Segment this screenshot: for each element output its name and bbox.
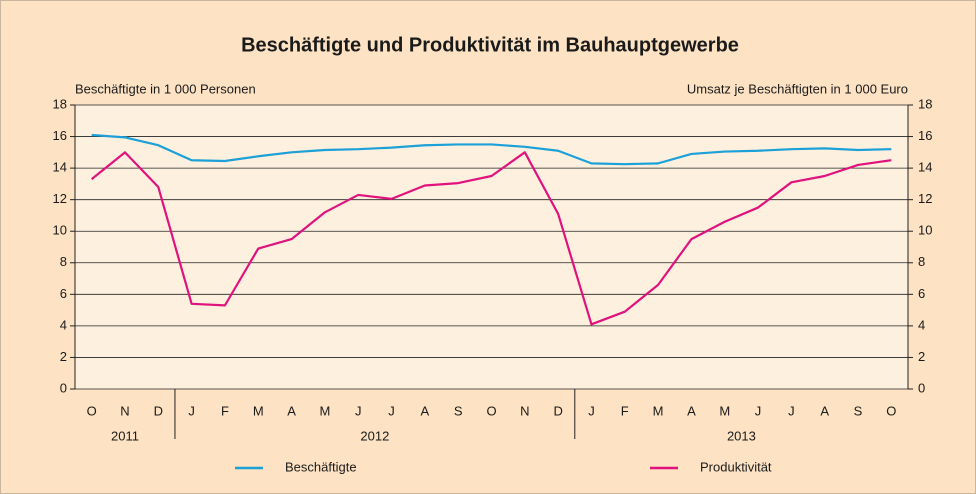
x-tick-label: O [87, 403, 97, 418]
series-line [91, 133, 892, 166]
y2-tick-label: 8 [918, 254, 925, 269]
y2-tick-label: 4 [918, 317, 925, 332]
y-tick-label: 8 [60, 254, 67, 269]
y-tick-label: 0 [60, 380, 67, 395]
y-tick-label: 14 [53, 160, 67, 175]
y2-tick-label: 18 [918, 96, 932, 111]
plot-area [75, 105, 908, 389]
y2-tick-label: 6 [918, 286, 925, 301]
y2-tick-label: 14 [918, 160, 932, 175]
y-tick-label: 4 [60, 317, 67, 332]
year-label: 2012 [360, 428, 389, 443]
x-tick-label: J [355, 403, 362, 418]
chart-title: Beschäftigte und Produktivität im Bauhau… [241, 34, 739, 56]
y2-tick-label: 2 [918, 349, 925, 364]
y-tick-label: 16 [53, 128, 67, 143]
x-tick-label: A [287, 403, 296, 418]
x-tick-label: A [421, 403, 430, 418]
x-tick-label: F [221, 403, 229, 418]
year-label: 2013 [727, 428, 756, 443]
x-tick-label: J [755, 403, 762, 418]
x-tick-label: J [388, 403, 395, 418]
x-tick-label: S [454, 403, 463, 418]
x-tick-label: J [588, 403, 595, 418]
y2-tick-label: 16 [918, 128, 932, 143]
x-tick-label: O [886, 403, 896, 418]
y-tick-label: 12 [53, 191, 67, 206]
x-tick-label: J [188, 403, 195, 418]
x-tick-label: M [653, 403, 664, 418]
x-tick-label: F [621, 403, 629, 418]
legend-label: Beschäftigte [285, 459, 357, 474]
x-tick-label: M [253, 403, 264, 418]
x-tick-label: M [719, 403, 730, 418]
x-tick-label: J [788, 403, 795, 418]
y2-tick-label: 0 [918, 380, 925, 395]
y-axis-label: Beschäftigte in 1 000 Personen [75, 81, 256, 96]
x-tick-label: N [520, 403, 529, 418]
x-tick-label: A [820, 403, 829, 418]
x-tick-label: S [854, 403, 863, 418]
x-tick-label: D [154, 403, 163, 418]
x-tick-label: A [687, 403, 696, 418]
legend-label: Produktivität [700, 459, 772, 474]
x-tick-label: O [486, 403, 496, 418]
y-tick-label: 18 [53, 96, 67, 111]
x-tick-label: D [553, 403, 562, 418]
y2-tick-label: 10 [918, 223, 932, 238]
x-tick-label: M [319, 403, 330, 418]
y2-tick-label: 12 [918, 191, 932, 206]
y-tick-label: 10 [53, 223, 67, 238]
x-tick-label: N [120, 403, 129, 418]
series-line [90, 151, 892, 326]
y-tick-label: 2 [60, 349, 67, 364]
y-tick-label: 6 [60, 286, 67, 301]
year-label: 2011 [111, 428, 139, 443]
y2-axis-label: Umsatz je Beschäftigten in 1 000 Euro [687, 81, 908, 96]
